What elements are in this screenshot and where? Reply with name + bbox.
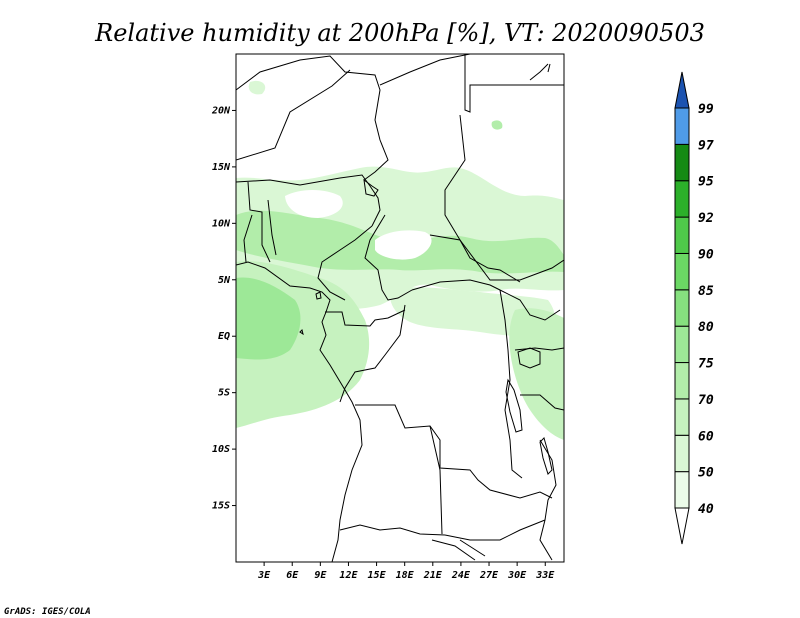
colorbar-label: 80	[698, 320, 714, 335]
x-tick-label: 6E	[286, 570, 299, 581]
humidity-region-coast-core	[236, 277, 301, 360]
boundary-cameroon-car	[364, 214, 413, 301]
lake-chad-outline	[363, 178, 379, 197]
x-axis: 3E 6E 9E 12E 15E 18E 21E 24E 27E 30E 33E	[257, 562, 555, 581]
credit-label: GrADS: IGES/COLA	[4, 607, 91, 617]
island-bioko	[315, 291, 322, 300]
boundary-mozambique	[539, 439, 557, 561]
colorbar-segment	[674, 325, 690, 364]
humidity-region-ne-sahel-speck	[491, 120, 503, 130]
y-tick-label: 15N	[212, 162, 231, 173]
colorbar-label: 85	[698, 284, 714, 299]
colorbar-segment	[674, 216, 690, 254]
boundary-nigeria-cameroon	[317, 225, 373, 301]
colorbar-segment	[674, 398, 690, 436]
boundary-angola-namibia	[339, 524, 446, 536]
colorbar-extend-low	[674, 507, 690, 545]
boundary-car-congo	[411, 279, 501, 291]
colorbar-segment	[674, 252, 690, 291]
country-boundaries	[236, 54, 564, 562]
y-tick-label: 15S	[212, 501, 230, 512]
x-tick-label: 21E	[423, 570, 443, 581]
y-tick-label: 10S	[212, 444, 230, 455]
humidity-field-layer	[236, 80, 564, 440]
colorbar-label: 75	[698, 357, 714, 372]
humidity-region-west-speck	[248, 80, 266, 95]
boundary-congo-drc	[339, 304, 406, 403]
colorbar-label: 97	[698, 138, 714, 153]
boundary-libya-egypt	[379, 54, 471, 86]
boundary-gabon-congo	[325, 309, 406, 327]
lake-malawi	[539, 437, 553, 475]
x-tick-label: 24E	[451, 570, 471, 581]
colorbar-segment	[674, 107, 690, 145]
x-tick-label: 18E	[396, 570, 415, 581]
boundary-west-africa	[243, 181, 277, 263]
colorbar-label: 90	[698, 247, 714, 262]
colorbar-label: 60	[698, 429, 714, 444]
map-frame	[235, 53, 565, 563]
colorbar-label: 99	[698, 102, 714, 117]
x-tick-label: 30E	[507, 570, 527, 581]
boundary-angola-zambia	[429, 425, 443, 535]
colorbar-segment	[674, 143, 690, 182]
x-tick-label: 27E	[479, 570, 499, 581]
boundary-niger-north	[236, 69, 351, 161]
colorbar-label: 92	[698, 211, 714, 226]
coastline-gulf-guinea	[236, 261, 363, 562]
x-tick-label: 3E	[257, 570, 271, 581]
boundary-zambia-zimbabwe	[444, 519, 546, 541]
humidity-gap-cameroon	[375, 230, 432, 260]
lake-victoria	[517, 347, 541, 369]
colorbar: 40 50 60 70 75 80 85 90 92 95 97 99	[674, 71, 714, 545]
x-tick-label: 33E	[535, 570, 555, 581]
colorbar-segment	[674, 362, 690, 400]
colorbar-label: 50	[698, 466, 714, 481]
boundary-drc-angola	[355, 404, 553, 499]
boundary-car-sudan	[429, 234, 521, 283]
coast-sudan-red-sea	[529, 63, 551, 81]
boundary-algeria-libya	[236, 55, 389, 181]
colorbar-label: 70	[698, 393, 714, 408]
boundary-egypt-sudan	[464, 54, 564, 113]
y-axis: 20N 15N 10N 5N EQ 5S 10S 15S	[211, 105, 236, 512]
boundary-southern-edge	[431, 539, 486, 561]
x-tick-label: 12E	[339, 570, 358, 581]
y-tick-label: 20N	[211, 105, 231, 116]
colorbar-label: 40	[698, 502, 714, 517]
y-tick-label: 5S	[218, 388, 230, 399]
y-tick-label: 10N	[212, 218, 231, 229]
boundary-drc-east	[499, 289, 523, 479]
boundary-east-africa	[499, 289, 564, 411]
boundary-nigeria-niger	[236, 174, 381, 227]
colorbar-extend-high	[674, 71, 690, 109]
humidity-region-east-africa	[509, 308, 564, 440]
y-tick-label: EQ	[218, 331, 230, 342]
x-tick-label: 9E	[314, 570, 327, 581]
x-tick-label: 15E	[368, 570, 387, 581]
colorbar-segment	[674, 289, 690, 327]
colorbar-segment	[674, 180, 690, 218]
colorbar-segment	[674, 434, 690, 473]
map-plot-area	[235, 53, 565, 563]
chart-title: Relative humidity at 200hPa [%], VT: 202…	[94, 19, 705, 47]
y-tick-label: 5N	[218, 275, 231, 286]
humidity-gap-nigeria	[285, 190, 343, 218]
lake-tanganyika	[505, 378, 523, 433]
island-sao-tome	[299, 329, 304, 336]
colorbar-segment	[674, 471, 690, 509]
colorbar-label: 95	[698, 175, 714, 190]
